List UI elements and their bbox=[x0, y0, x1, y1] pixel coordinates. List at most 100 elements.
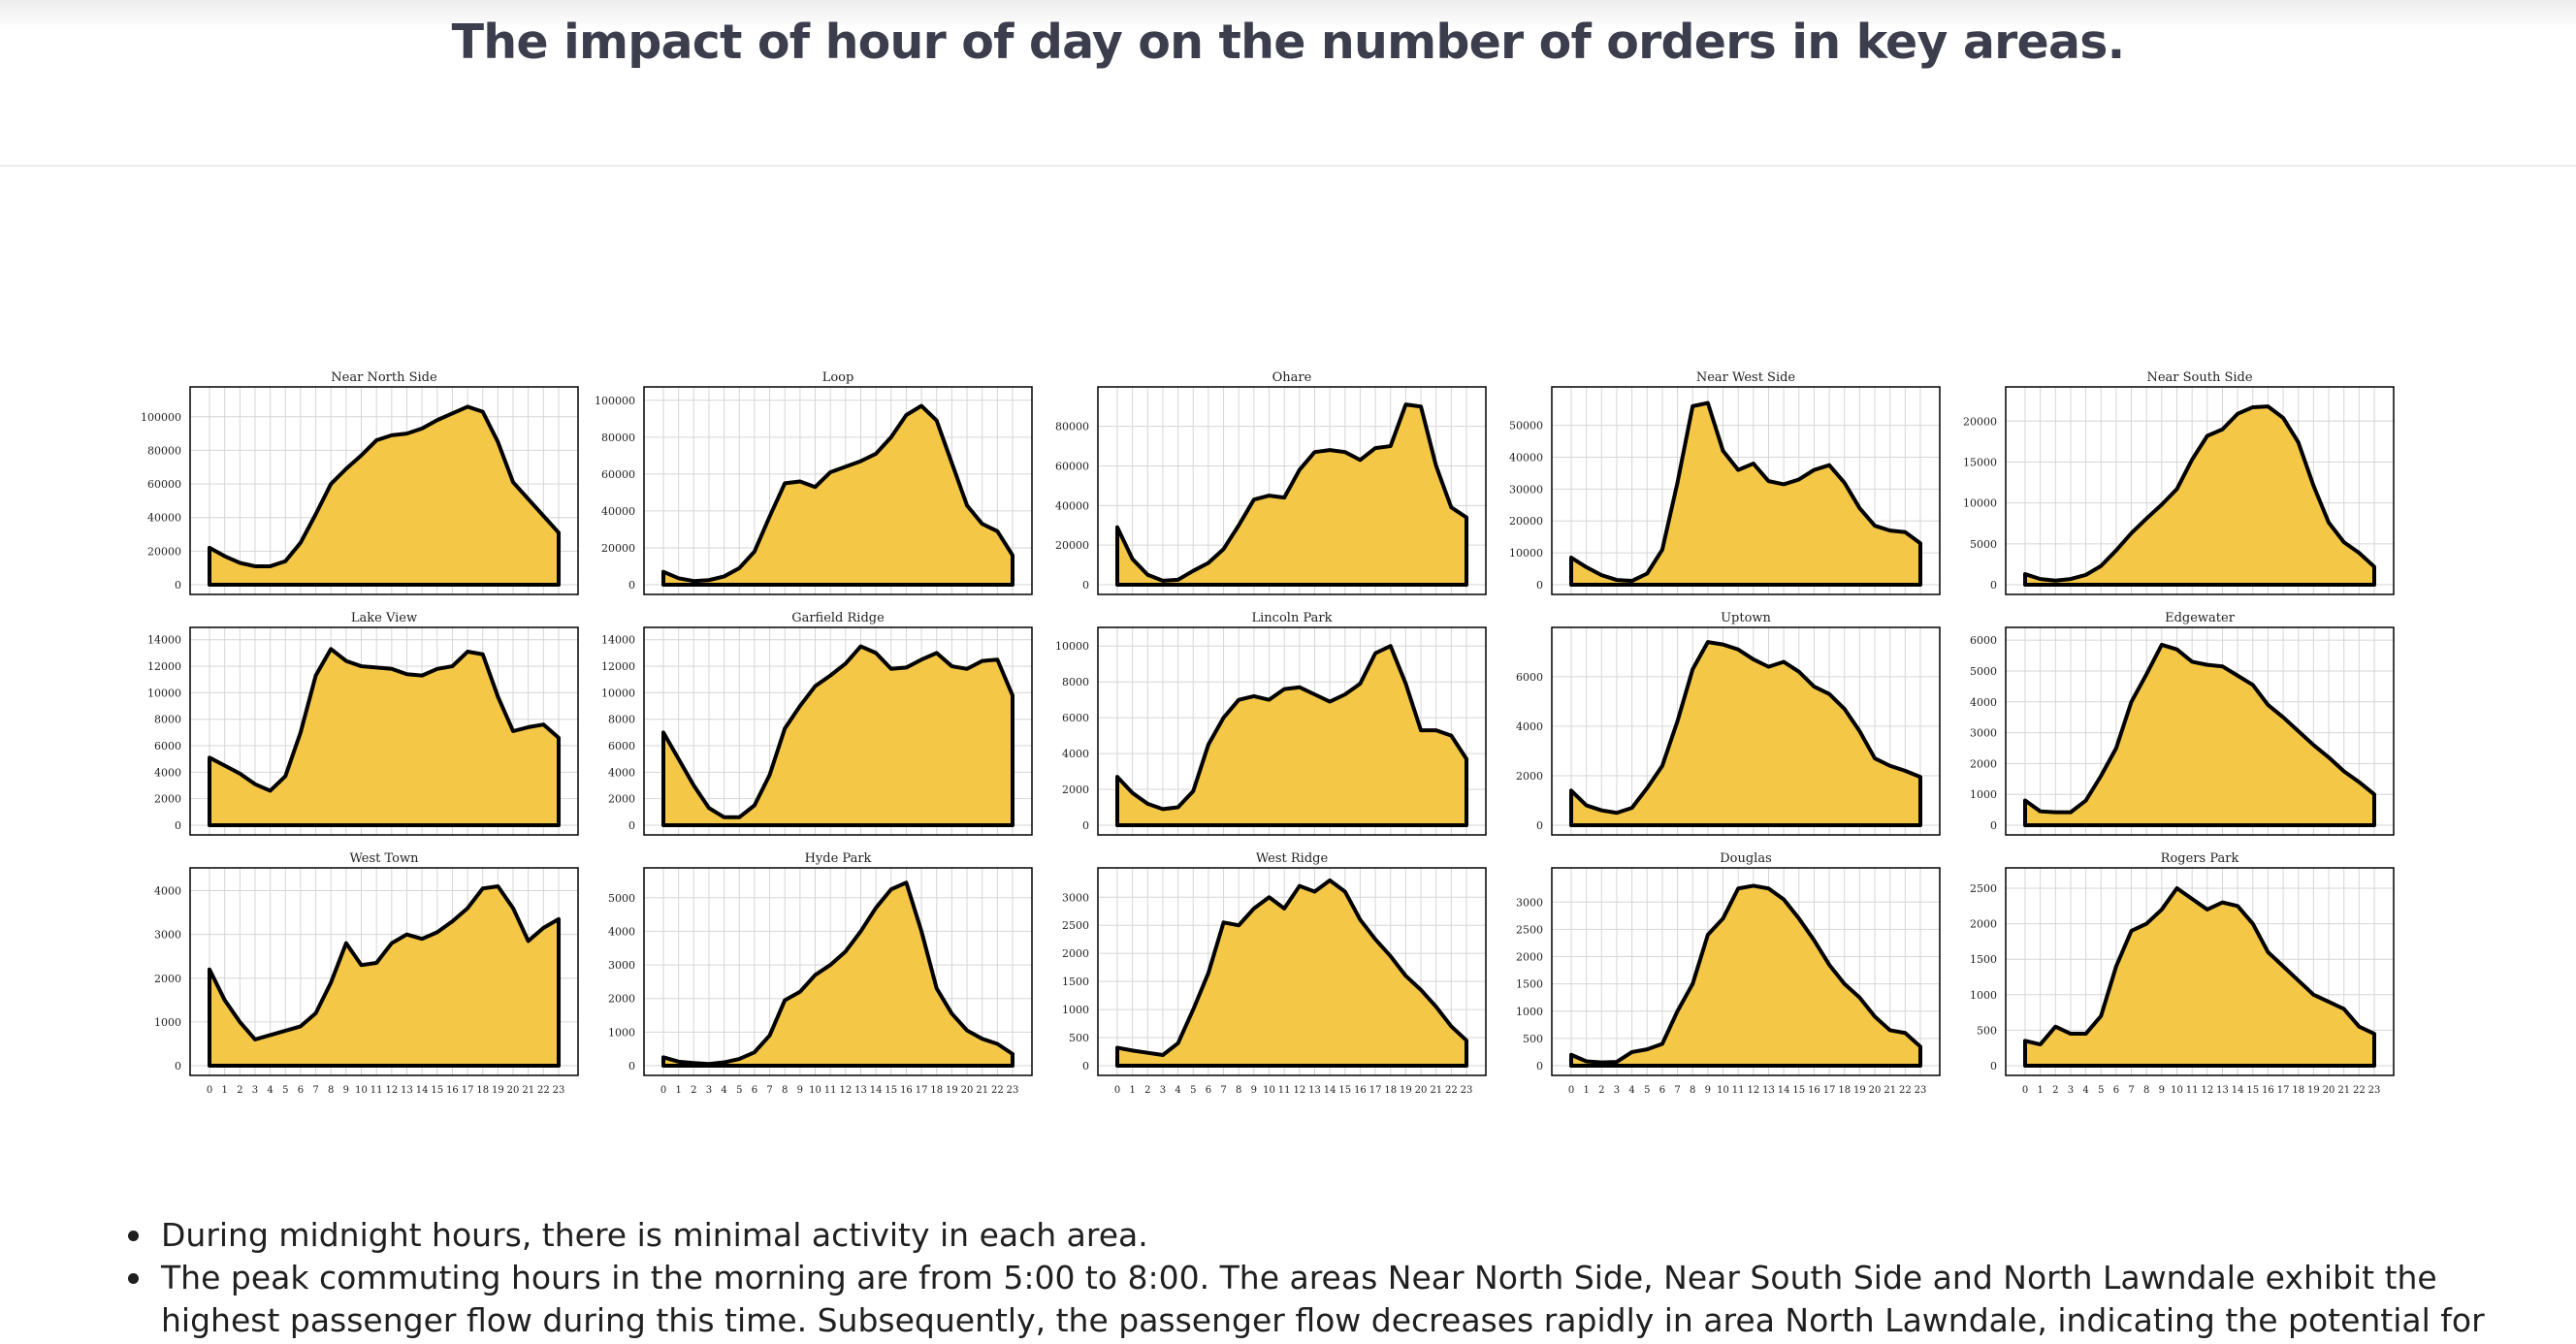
data-point bbox=[2175, 488, 2178, 491]
x-tick-label: 17 bbox=[1369, 1085, 1382, 1096]
header-divider bbox=[0, 165, 2576, 167]
x-tick-label: 0 bbox=[660, 1085, 666, 1096]
y-tick-label: 8000 bbox=[608, 714, 635, 726]
x-tick-label: 21 bbox=[522, 1085, 534, 1096]
y-tick-label: 100000 bbox=[595, 395, 635, 407]
x-tick-label: 5 bbox=[282, 1085, 288, 1096]
y-tick-label: 10000 bbox=[147, 687, 181, 699]
data-point bbox=[1222, 717, 1225, 720]
data-point bbox=[662, 570, 665, 573]
x-tick-label: 16 bbox=[1808, 1085, 1820, 1096]
x-tick-label: 1 bbox=[1583, 1085, 1589, 1096]
data-point bbox=[875, 907, 878, 910]
data-point bbox=[784, 482, 787, 485]
plot-frame bbox=[2005, 386, 2395, 595]
data-point bbox=[1888, 764, 1891, 767]
y-tick-label: 8000 bbox=[154, 714, 181, 726]
data-point bbox=[314, 513, 317, 516]
top-bar-shadow bbox=[0, 0, 2576, 29]
area-series bbox=[208, 647, 561, 827]
data-point bbox=[2358, 552, 2361, 555]
chart-title: Hyde Park bbox=[805, 851, 872, 866]
y-tick-label: 0 bbox=[628, 819, 635, 832]
data-point bbox=[2175, 648, 2178, 651]
data-point bbox=[558, 736, 561, 739]
data-point bbox=[1298, 686, 1301, 688]
findings-list: During midnight hours, there is minimal … bbox=[126, 1214, 2531, 1342]
data-point bbox=[1450, 734, 1453, 737]
x-tick-label: 8 bbox=[782, 1085, 788, 1096]
data-point bbox=[1359, 683, 1362, 686]
y-tick-label: 2000 bbox=[608, 793, 635, 806]
y-tick-label: 2000 bbox=[1062, 784, 1089, 796]
x-tick-label: 5 bbox=[2098, 1085, 2104, 1096]
data-point bbox=[344, 659, 347, 662]
x-tick-label: 15 bbox=[1792, 1085, 1805, 1096]
x-tick-label: 10 bbox=[1717, 1085, 1729, 1096]
data-point bbox=[1737, 468, 1740, 471]
data-point bbox=[1434, 729, 1437, 732]
y-tick-label: 2500 bbox=[1516, 923, 1543, 936]
data-point bbox=[1752, 657, 1755, 660]
x-tick-label: 4 bbox=[267, 1085, 273, 1096]
data-point bbox=[1767, 480, 1770, 483]
y-tick-label: 6000 bbox=[1970, 634, 1997, 647]
y-tick-label: 3000 bbox=[1970, 727, 1997, 740]
data-point bbox=[2221, 901, 2224, 904]
data-point bbox=[284, 560, 287, 562]
data-point bbox=[2039, 1043, 2042, 1046]
data-point bbox=[996, 1042, 999, 1045]
data-point bbox=[1843, 708, 1846, 711]
data-point bbox=[1434, 1006, 1437, 1008]
x-tick-label: 11 bbox=[370, 1085, 383, 1096]
data-point bbox=[1797, 917, 1800, 920]
data-point bbox=[2206, 663, 2208, 666]
chart-title: Douglas bbox=[1720, 851, 1772, 866]
data-point bbox=[2191, 458, 2194, 461]
data-point bbox=[299, 541, 302, 544]
data-point bbox=[1828, 963, 1831, 966]
data-point bbox=[889, 888, 892, 891]
y-tick-label: 0 bbox=[1082, 819, 1089, 832]
data-point bbox=[1813, 468, 1816, 471]
y-tick-label: 2000 bbox=[1970, 918, 1997, 931]
area-series bbox=[1115, 402, 1468, 587]
x-tick-label: 2 bbox=[1144, 1085, 1150, 1096]
data-point bbox=[330, 981, 333, 984]
data-point bbox=[2251, 405, 2254, 408]
x-tick-label: 19 bbox=[1853, 1085, 1866, 1096]
data-point bbox=[1676, 481, 1679, 484]
data-point bbox=[1600, 1061, 1603, 1064]
data-point bbox=[284, 775, 287, 778]
x-tick-label: 1 bbox=[2037, 1085, 2043, 1096]
data-point bbox=[1131, 558, 1134, 560]
y-tick-label: 4000 bbox=[1970, 696, 1997, 709]
area-series bbox=[2023, 404, 2376, 587]
finding-item: During midnight hours, there is minimal … bbox=[126, 1214, 2531, 1257]
data-point bbox=[2328, 521, 2331, 524]
data-point bbox=[738, 566, 741, 569]
data-point bbox=[1660, 764, 1663, 767]
data-point bbox=[2084, 1033, 2087, 1036]
data-point bbox=[1176, 806, 1179, 809]
y-tick-label: 4000 bbox=[1062, 748, 1089, 760]
data-point bbox=[935, 652, 938, 655]
area-series bbox=[1569, 400, 1922, 587]
data-point bbox=[1676, 720, 1679, 722]
data-point bbox=[1359, 918, 1362, 921]
y-tick-label: 20000 bbox=[147, 545, 181, 558]
data-point bbox=[435, 419, 438, 422]
data-point bbox=[2206, 434, 2208, 437]
data-point bbox=[1888, 529, 1891, 532]
data-point bbox=[1919, 1045, 1922, 1048]
data-point bbox=[2342, 770, 2345, 773]
data-point bbox=[1706, 641, 1709, 644]
data-point bbox=[1858, 507, 1861, 510]
data-point bbox=[1268, 495, 1271, 497]
data-point bbox=[2282, 416, 2285, 419]
y-tick-label: 6000 bbox=[608, 740, 635, 752]
data-point bbox=[1660, 548, 1663, 551]
plot-frame bbox=[1551, 626, 1941, 836]
data-point bbox=[753, 550, 756, 553]
